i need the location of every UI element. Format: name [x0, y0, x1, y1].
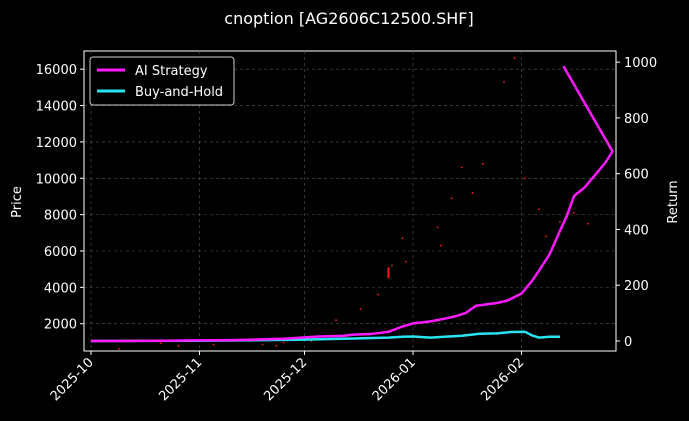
y2-axis-label: Return [666, 180, 681, 223]
y2-tick-label: 600 [624, 168, 649, 183]
price-point [503, 81, 505, 83]
price-point [359, 308, 362, 311]
y-tick-label: 8000 [44, 209, 77, 224]
price-point [261, 343, 264, 346]
y2-tick-label: 200 [624, 279, 649, 294]
price-point [377, 293, 379, 296]
price-point [401, 237, 404, 240]
price-point [212, 343, 215, 346]
legend-label-ai-strategy: AI Strategy [135, 64, 208, 79]
price-point [160, 342, 162, 345]
y-tick-label: 10000 [36, 172, 77, 187]
legend-box [89, 56, 235, 106]
price-point [482, 162, 484, 165]
price-point [587, 222, 589, 225]
price-point [177, 345, 180, 347]
price-point [275, 344, 278, 347]
price-point [282, 341, 285, 344]
price-point [559, 221, 561, 223]
price-point [471, 191, 474, 194]
price-candle [387, 267, 390, 279]
y2-tick-label: 0 [624, 335, 632, 350]
price-point [335, 319, 337, 321]
price-point [391, 264, 393, 267]
price-point [461, 166, 463, 169]
price-point [450, 197, 453, 200]
price-point [440, 244, 442, 247]
y-tick-label: 16000 [36, 63, 77, 78]
price-point [436, 226, 439, 229]
price-point [573, 211, 575, 214]
price-point [524, 177, 526, 180]
y-tick-label: 14000 [36, 100, 77, 115]
price-point [118, 347, 120, 350]
y-tick-label: 6000 [44, 245, 77, 260]
y-axis-right: 0 200 400 600 800 1000 [616, 56, 657, 350]
grid [84, 51, 616, 351]
y-tick-label: 12000 [36, 136, 77, 151]
y-tick-label: 2000 [44, 318, 77, 333]
ai-strategy-line [91, 65, 614, 343]
price-point [405, 261, 407, 263]
legend: AI Strategy Buy-and-Hold [89, 56, 235, 106]
y-axis-left: 2000 4000 6000 8000 10000 12000 14000 16000 [36, 63, 84, 333]
series-lines [90, 65, 614, 343]
price-point [545, 235, 547, 238]
buy-and-hold-line [90, 330, 560, 343]
chart-title: cnoption [AG2606C12500.SHF] [224, 9, 473, 28]
price-point [538, 208, 540, 211]
price-scatter [118, 57, 589, 350]
y-tick-label: 4000 [44, 281, 77, 296]
y2-tick-label: 1000 [624, 56, 657, 71]
y2-tick-label: 400 [624, 223, 649, 238]
y2-tick-label: 800 [624, 112, 649, 127]
price-point [513, 57, 516, 60]
legend-label-buy-and-hold: Buy-and-Hold [135, 85, 223, 100]
y-axis-label: Price [10, 186, 25, 218]
